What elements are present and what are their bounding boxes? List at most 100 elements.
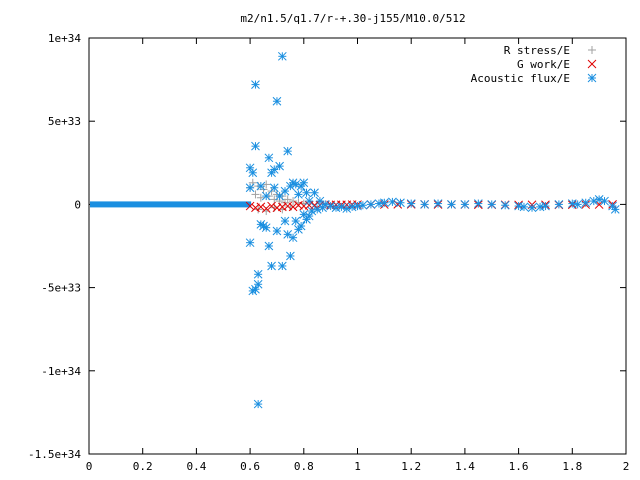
data-point: [277, 261, 287, 271]
data-point: [535, 202, 545, 212]
x-tick-label: 0.8: [294, 460, 314, 473]
data-point: [269, 183, 279, 193]
data-point: [262, 180, 271, 189]
data-point: [288, 233, 298, 243]
data-point: [256, 181, 266, 191]
data-point: [589, 196, 599, 206]
data-point: [573, 200, 583, 209]
data-point: [294, 200, 303, 210]
data-point: [337, 202, 346, 212]
x-tick-label: 0.2: [133, 460, 153, 473]
data-point: [420, 200, 429, 209]
data-point: [283, 229, 293, 239]
x-tick-label: 1.4: [455, 460, 475, 473]
legend-marker: [587, 73, 597, 83]
data-point: [256, 193, 265, 202]
data-point: [261, 223, 271, 233]
data-point: [245, 183, 255, 193]
data-point: [261, 191, 271, 201]
data-point: [406, 199, 416, 208]
data-point: [272, 203, 282, 213]
data-point: [554, 200, 564, 209]
data-point: [253, 279, 263, 289]
data-point: [302, 188, 311, 198]
legend-label: G work/E: [517, 58, 570, 71]
data-point: [283, 146, 293, 156]
data-point: [245, 201, 255, 211]
data-point: [264, 153, 274, 163]
data-point: [460, 200, 470, 209]
y-tick-label: -1.5e+34: [28, 448, 81, 461]
y-tick-label: -1e+34: [41, 365, 81, 378]
y-tick-label: 0: [74, 198, 81, 211]
data-point: [283, 195, 292, 204]
y-tick-label: -5e+33: [41, 282, 81, 295]
x-tick-label: 0: [86, 460, 93, 473]
x-tick-label: 0.6: [240, 460, 260, 473]
legend-label: Acoustic flux/E: [471, 72, 570, 85]
x-tick-label: 0.4: [186, 460, 206, 473]
y-tick-label: 1e+34: [48, 32, 81, 45]
data-point: [294, 190, 303, 199]
legend-marker: [587, 59, 597, 69]
data-point: [514, 201, 523, 211]
data-point: [275, 161, 284, 171]
data-point: [353, 201, 362, 211]
data-point: [272, 96, 282, 106]
legend-label: R stress/E: [504, 44, 570, 57]
data-point: [269, 165, 279, 174]
data-point: [600, 196, 609, 206]
data-point: [299, 210, 309, 219]
data-point: [374, 199, 384, 208]
data-point: [272, 226, 282, 236]
data-point: [487, 200, 497, 209]
data-point: [261, 204, 271, 213]
x-tick-label: 1.8: [562, 460, 582, 473]
data-point: [267, 201, 276, 211]
data-point: [296, 221, 306, 231]
data-point: [251, 141, 260, 151]
x-tick-label: 1.6: [509, 460, 529, 473]
data-point: [251, 203, 260, 213]
data-point: [581, 198, 591, 208]
y-tick-label: 5e+33: [48, 115, 81, 128]
data-point: [289, 197, 298, 206]
data-point: [264, 241, 274, 251]
data-point: [288, 202, 298, 212]
data-point: [347, 202, 357, 212]
data-point: [251, 80, 260, 89]
data-point: [379, 198, 389, 208]
acoustic-flux-baseline-band: [90, 201, 252, 208]
data-point: [541, 201, 550, 211]
data-point: [307, 206, 317, 216]
data-point: [280, 216, 290, 226]
data-point: [253, 399, 263, 409]
data-point: [291, 180, 301, 189]
data-point: [286, 251, 295, 261]
data-point: [527, 203, 537, 213]
series-2: [245, 51, 620, 409]
data-point: [283, 201, 293, 211]
data-point: [310, 188, 319, 198]
series-layer: [90, 51, 620, 409]
data-point: [245, 238, 255, 248]
data-point: [267, 261, 276, 271]
data-point: [253, 269, 263, 279]
data-point: [594, 195, 604, 204]
data-point: [256, 202, 266, 212]
legend-marker: [588, 46, 596, 54]
data-point: [299, 178, 309, 188]
chart-title: m2/n1.5/q1.7/r-+.30-j155/M10.0/512: [240, 12, 465, 25]
data-point: [433, 199, 443, 208]
data-point: [251, 190, 260, 199]
data-point: [388, 197, 397, 207]
data-point: [447, 200, 456, 209]
data-point: [277, 51, 287, 61]
data-point: [519, 202, 529, 212]
data-point: [473, 199, 483, 208]
data-point: [358, 200, 368, 210]
data-point: [304, 196, 314, 206]
x-tick-label: 1: [354, 460, 361, 473]
data-point: [326, 201, 336, 211]
